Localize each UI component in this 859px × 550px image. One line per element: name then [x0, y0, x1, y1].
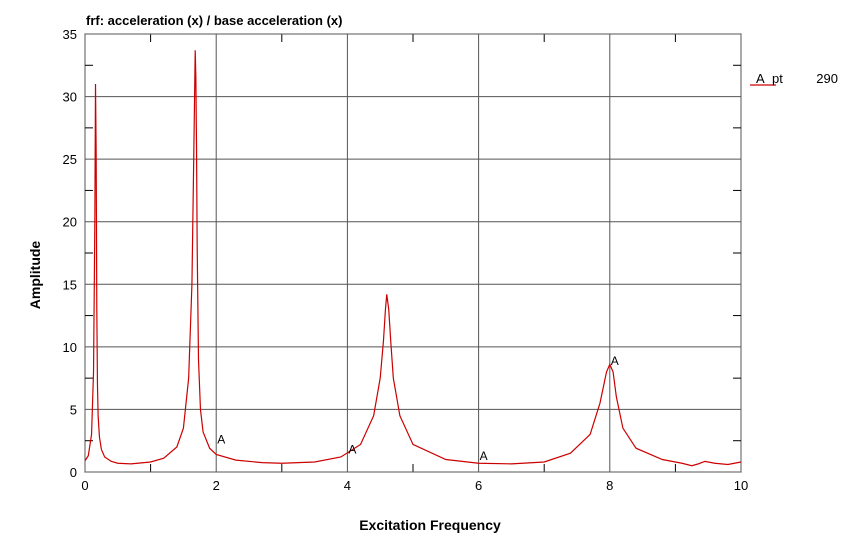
x-tick-label: 10 [734, 478, 748, 493]
x-tick-label: 6 [475, 478, 482, 493]
y-tick-label: 5 [70, 402, 77, 417]
point-markers: A A A A [217, 354, 619, 463]
point-marker: A [611, 354, 619, 368]
legend: A pt 290 [750, 71, 838, 86]
x-tick-label: 0 [81, 478, 88, 493]
y-tick-label: 20 [63, 215, 77, 230]
y-axis-ticks: 0 5 10 15 20 25 30 35 [63, 27, 77, 480]
x-tick-label: 2 [213, 478, 220, 493]
legend-marker: A [756, 71, 765, 86]
x-tick-label: 4 [344, 478, 351, 493]
y-tick-label: 15 [63, 277, 77, 292]
y-axis-title: Amplitude [27, 241, 43, 310]
x-axis-ticks: 0 2 4 6 8 10 [81, 478, 748, 493]
plot-frame [84, 33, 742, 473]
point-marker: A [480, 449, 488, 463]
series-line [84, 50, 742, 467]
y-tick-label: 10 [63, 340, 77, 355]
x-axis-title: Excitation Frequency [359, 517, 501, 533]
chart-title: frf: acceleration (x) / base acceleratio… [86, 13, 342, 28]
point-marker: A [348, 443, 356, 457]
legend-label: pt [772, 71, 783, 86]
y-tick-label: 30 [63, 90, 77, 105]
grid [84, 33, 742, 473]
y-tick-label: 25 [63, 152, 77, 167]
y-tick-label: 35 [63, 27, 77, 42]
legend-value: 290 [816, 71, 838, 86]
x-tick-label: 8 [606, 478, 613, 493]
point-marker: A [217, 433, 225, 447]
y-tick-label: 0 [70, 465, 77, 480]
